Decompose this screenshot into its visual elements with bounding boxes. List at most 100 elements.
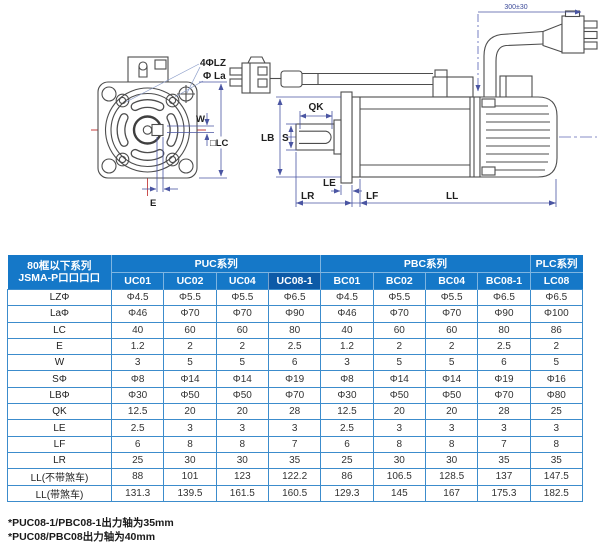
- label-ll: LL: [446, 191, 458, 202]
- spec-value: Φ19: [267, 370, 322, 388]
- table-row: QK 12.5 20 20 28 12.5 20 20 28 25: [7, 403, 584, 421]
- pilot-circle-inner: [110, 92, 185, 168]
- spec-value: Φ70: [163, 305, 217, 323]
- spec-value: Φ100: [529, 305, 584, 323]
- corner-line2: JSMA-P口口口口: [18, 272, 101, 284]
- param-label: QK: [7, 403, 112, 421]
- spec-value: 3: [215, 419, 269, 437]
- spec-value: Φ70: [477, 386, 531, 405]
- label-cable-length: 300±30: [504, 4, 527, 11]
- spec-value: Φ16: [529, 370, 584, 388]
- spec-value: 101: [163, 468, 217, 486]
- spec-value: 3: [267, 419, 322, 437]
- spec-value: 20: [215, 403, 269, 421]
- spec-value: 8: [215, 435, 269, 453]
- param-label: SΦ: [7, 370, 112, 388]
- spec-value: 40: [320, 321, 374, 339]
- spec-value: 2: [529, 337, 584, 356]
- spec-value: 30: [424, 451, 479, 470]
- model-header-uc02: UC02: [163, 272, 217, 290]
- spec-value: 60: [163, 321, 217, 339]
- spec-value: Φ5.5: [215, 288, 269, 307]
- rear-fins: [486, 105, 550, 171]
- table-row: LaΦ Φ46 Φ70 Φ70 Φ90 Φ46 Φ70 Φ70 Φ90 Φ100: [7, 305, 584, 323]
- spec-value: 8: [424, 435, 479, 453]
- spec-value: Φ70: [424, 305, 479, 323]
- spec-value: 6: [267, 354, 322, 372]
- spec-value: 20: [424, 403, 479, 421]
- spec-value: 25: [110, 451, 165, 470]
- spec-value: Φ80: [529, 386, 584, 405]
- dim-e: E: [142, 137, 178, 209]
- series-header-row: 80框以下系列 JSMA-P口口口口 PUC系列 PBC系列 PLC系列: [7, 255, 583, 290]
- spec-value: 139.5: [163, 484, 217, 502]
- model-header-uc04: UC04: [215, 272, 269, 290]
- side-view: 300±30 LB S QK: [229, 4, 598, 207]
- spec-value: 30: [163, 451, 217, 470]
- spec-value: Φ14: [424, 370, 479, 388]
- table-corner-header: 80框以下系列 JSMA-P口口口口: [7, 255, 112, 290]
- spec-value: Φ30: [110, 386, 165, 405]
- rear-housing: [479, 96, 558, 178]
- spec-value: 3: [320, 354, 374, 372]
- model-header-bc04: BC04: [424, 272, 478, 290]
- label-lb: LB: [261, 133, 274, 144]
- spec-value: 7: [477, 435, 531, 453]
- spec-value: Φ90: [267, 305, 322, 323]
- spec-value: 80: [267, 321, 322, 339]
- param-label: E: [7, 337, 112, 356]
- spec-value: Φ50: [424, 386, 479, 405]
- spec-value: 123: [215, 468, 269, 486]
- model-header-uc01: UC01: [110, 272, 164, 290]
- spec-value: Φ8: [320, 370, 374, 388]
- spec-value: 28: [267, 403, 322, 421]
- spec-value: 122.2: [267, 468, 322, 486]
- spec-value: 2.5: [477, 337, 531, 356]
- param-label: LL(不带煞车): [7, 468, 112, 486]
- spec-value: 8: [529, 435, 584, 453]
- spec-value: 145: [372, 484, 426, 502]
- spec-value: 5: [163, 354, 217, 372]
- keyway-side: [299, 130, 332, 144]
- label-e: E: [150, 198, 156, 209]
- encoder-connector: [229, 56, 271, 94]
- spec-value: 35: [267, 451, 322, 470]
- label-lc: □LC: [210, 138, 229, 149]
- shaft: [295, 123, 335, 151]
- flange-square: [97, 81, 198, 179]
- spec-value: Φ19: [477, 370, 531, 388]
- spec-value: 175.3: [477, 484, 531, 502]
- spec-value: 3: [477, 419, 531, 437]
- spec-value: 129.3: [320, 484, 374, 502]
- spec-value: 30: [372, 451, 426, 470]
- spec-value: 25: [529, 403, 584, 421]
- spec-value: 2.5: [267, 337, 322, 356]
- param-label: LC: [7, 321, 112, 339]
- spec-value: 35: [529, 451, 584, 470]
- spec-value: Φ4.5: [110, 288, 165, 307]
- power-connector: [542, 10, 598, 54]
- spec-value: Φ70: [372, 305, 426, 323]
- spec-value: 3: [529, 419, 584, 437]
- table-row: LF 6 8 8 7 6 8 8 7 8: [7, 435, 584, 453]
- table-row: LE 2.5 3 3 3 2.5 3 3 3 3: [7, 419, 584, 437]
- footnotes: *PUC08-1/PBC08-1出力轴为35mm *PUC08/PBC08出力轴为…: [8, 517, 174, 544]
- spec-value: 5: [424, 354, 479, 372]
- model-header-bc01: BC01: [320, 272, 374, 290]
- spec-value: 128.5: [424, 468, 479, 486]
- shaft-shoulder: [333, 119, 342, 155]
- model-header-bc08-1: BC08-1: [477, 272, 531, 290]
- dimension-drawings: 4ΦLZ Φ La W □LC: [91, 4, 598, 209]
- spec-value: Φ14: [215, 370, 269, 388]
- spec-value: 2.5: [110, 419, 165, 437]
- spec-value: 2: [215, 337, 269, 356]
- spec-value: 2.5: [320, 419, 374, 437]
- label-4phi-lz: 4ΦLZ: [200, 58, 226, 69]
- spec-value: 3: [163, 419, 217, 437]
- spec-value: 5: [215, 354, 269, 372]
- spec-value: Φ6.5: [529, 288, 584, 307]
- spec-value: Φ50: [372, 386, 426, 405]
- spec-value: 80: [477, 321, 531, 339]
- table-row: SΦ Φ8 Φ14 Φ14 Φ19 Φ8 Φ14 Φ14 Φ19 Φ16: [7, 370, 584, 388]
